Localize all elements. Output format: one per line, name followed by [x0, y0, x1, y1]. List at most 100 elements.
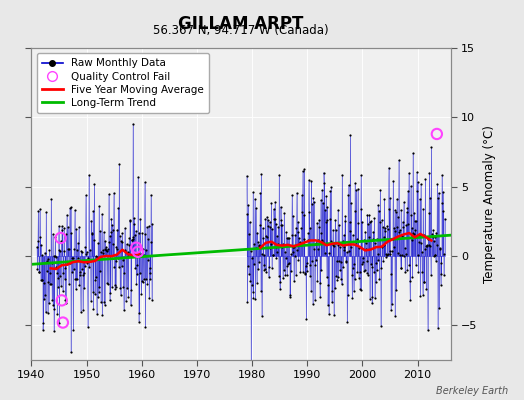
- Point: [276, 286, 285, 292]
- Point: [322, 274, 331, 280]
- Point: [425, 169, 434, 176]
- Point: [335, 222, 343, 229]
- Point: [423, 243, 431, 250]
- Point: [86, 298, 95, 304]
- Point: [338, 172, 346, 178]
- Point: [352, 187, 361, 194]
- Point: [56, 272, 64, 279]
- Point: [288, 213, 297, 220]
- Point: [330, 243, 339, 250]
- Point: [271, 199, 279, 205]
- Point: [386, 250, 395, 257]
- Point: [301, 271, 310, 278]
- Point: [336, 267, 344, 274]
- Point: [432, 258, 440, 264]
- Point: [85, 247, 94, 253]
- Point: [73, 276, 82, 283]
- Point: [77, 248, 85, 254]
- Point: [147, 239, 156, 245]
- Point: [271, 244, 280, 250]
- Point: [403, 188, 412, 194]
- Point: [51, 254, 60, 260]
- Point: [80, 285, 89, 292]
- Point: [258, 225, 267, 231]
- Point: [115, 233, 124, 240]
- Point: [82, 251, 90, 258]
- Point: [48, 231, 57, 238]
- Point: [34, 238, 42, 245]
- Point: [428, 233, 436, 239]
- Point: [312, 257, 321, 263]
- Point: [80, 269, 88, 276]
- Point: [274, 223, 282, 230]
- Point: [243, 210, 251, 217]
- Point: [276, 279, 284, 285]
- Point: [272, 255, 281, 261]
- Point: [95, 203, 103, 209]
- Point: [44, 256, 52, 262]
- Point: [86, 258, 94, 265]
- Point: [128, 236, 137, 243]
- Point: [414, 268, 423, 275]
- Point: [113, 226, 122, 233]
- Point: [245, 230, 254, 237]
- Point: [88, 230, 96, 236]
- Point: [354, 186, 362, 192]
- Point: [56, 248, 64, 254]
- Point: [420, 279, 429, 285]
- Point: [88, 231, 96, 237]
- Point: [110, 190, 118, 196]
- Point: [268, 226, 277, 232]
- Point: [85, 264, 94, 270]
- Point: [59, 270, 68, 276]
- Point: [310, 198, 318, 205]
- Point: [261, 232, 270, 239]
- Point: [97, 211, 106, 217]
- Point: [361, 267, 369, 273]
- Point: [332, 272, 341, 279]
- Point: [267, 200, 276, 206]
- Point: [385, 164, 393, 171]
- Point: [391, 312, 399, 319]
- Point: [79, 307, 87, 313]
- Point: [37, 277, 45, 283]
- Point: [313, 246, 322, 252]
- Point: [371, 240, 379, 246]
- Point: [118, 230, 126, 236]
- Point: [421, 246, 429, 252]
- Point: [98, 312, 106, 318]
- Point: [402, 222, 410, 228]
- Point: [280, 210, 288, 216]
- Point: [323, 217, 331, 223]
- Point: [355, 274, 363, 281]
- Point: [386, 194, 394, 201]
- Point: [54, 275, 62, 282]
- Point: [391, 228, 400, 234]
- Point: [375, 208, 383, 214]
- Point: [57, 235, 65, 241]
- Point: [37, 276, 46, 283]
- Point: [46, 281, 54, 287]
- Point: [117, 263, 126, 269]
- Point: [358, 255, 367, 261]
- Point: [407, 237, 416, 243]
- Point: [396, 265, 405, 271]
- Point: [135, 230, 143, 236]
- Point: [58, 223, 66, 230]
- Point: [352, 239, 360, 245]
- Point: [401, 250, 410, 257]
- Point: [34, 208, 42, 214]
- Point: [256, 190, 265, 197]
- Point: [75, 269, 84, 276]
- Point: [306, 273, 314, 279]
- Point: [381, 225, 389, 231]
- Point: [291, 253, 299, 259]
- Point: [292, 225, 300, 231]
- Point: [377, 322, 385, 329]
- Point: [126, 217, 134, 223]
- Point: [63, 224, 72, 230]
- Point: [92, 253, 100, 260]
- Point: [392, 196, 401, 202]
- Point: [348, 294, 356, 301]
- Point: [265, 219, 274, 225]
